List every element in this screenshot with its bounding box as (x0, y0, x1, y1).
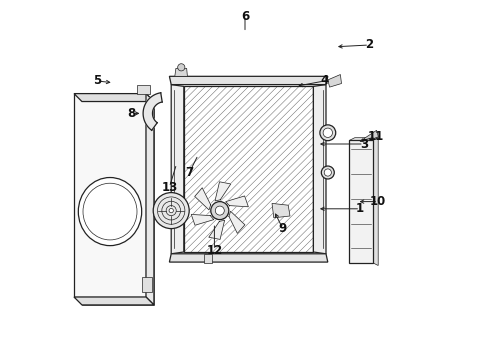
Polygon shape (74, 297, 154, 305)
Text: 2: 2 (365, 39, 373, 51)
Polygon shape (170, 254, 328, 262)
Polygon shape (204, 254, 212, 263)
Polygon shape (171, 85, 184, 254)
Circle shape (169, 208, 173, 213)
Polygon shape (82, 102, 154, 305)
Ellipse shape (78, 177, 142, 246)
Polygon shape (143, 93, 162, 130)
Text: 12: 12 (206, 244, 222, 257)
Circle shape (320, 125, 336, 141)
Circle shape (321, 166, 334, 179)
Polygon shape (272, 203, 290, 218)
Text: 5: 5 (93, 75, 101, 87)
Text: 9: 9 (279, 222, 287, 235)
Text: 1: 1 (356, 202, 364, 215)
Polygon shape (137, 85, 149, 94)
Polygon shape (191, 215, 214, 225)
Polygon shape (328, 75, 342, 87)
Circle shape (215, 206, 224, 215)
Polygon shape (170, 76, 328, 85)
Polygon shape (373, 138, 378, 266)
Circle shape (211, 202, 229, 220)
Polygon shape (349, 138, 378, 140)
Text: 8: 8 (127, 107, 136, 120)
Text: 13: 13 (161, 181, 177, 194)
Circle shape (178, 64, 185, 71)
Text: 10: 10 (370, 195, 386, 208)
Circle shape (323, 128, 333, 138)
Polygon shape (314, 85, 326, 254)
Polygon shape (349, 140, 373, 263)
Polygon shape (209, 220, 224, 239)
Text: 11: 11 (368, 130, 384, 143)
Text: 6: 6 (241, 10, 249, 23)
Polygon shape (364, 130, 378, 141)
Polygon shape (215, 182, 231, 201)
Circle shape (324, 169, 331, 176)
Polygon shape (74, 94, 146, 297)
Polygon shape (229, 211, 245, 233)
Polygon shape (175, 68, 187, 76)
Circle shape (153, 193, 189, 229)
Polygon shape (195, 188, 211, 210)
Polygon shape (226, 196, 248, 207)
Polygon shape (74, 94, 154, 102)
Text: 4: 4 (320, 75, 328, 87)
Polygon shape (142, 277, 152, 292)
Text: 7: 7 (185, 166, 193, 179)
Text: 3: 3 (360, 138, 368, 150)
Polygon shape (146, 94, 154, 305)
